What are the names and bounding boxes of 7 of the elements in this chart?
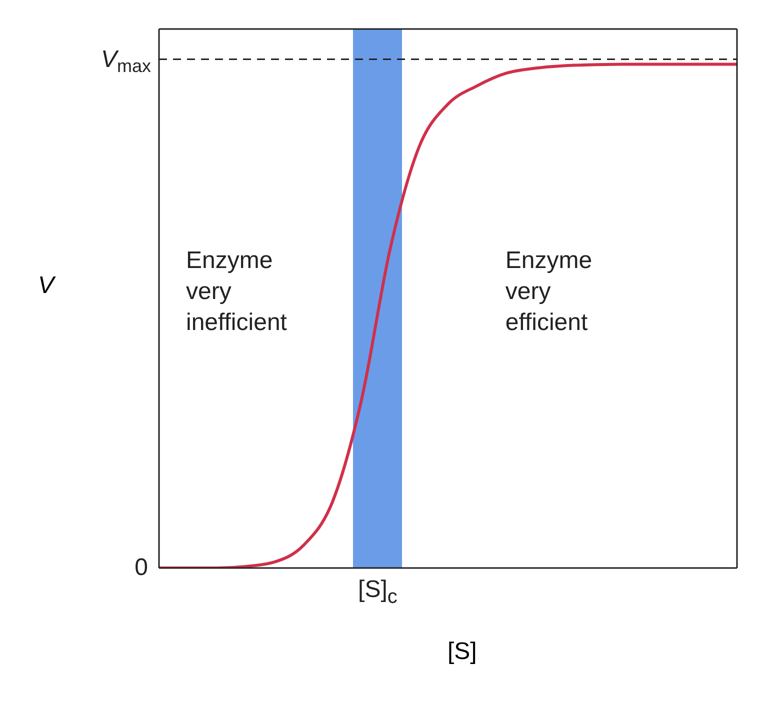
- text: 0: [134, 553, 148, 583]
- text: [S]$_{c}$: [357, 575, 398, 610]
- ref-line-label: V$_{max}$: [100, 46, 151, 77]
- annotation: Enzyme very inefficient: [186, 246, 287, 338]
- annotation: Enzyme very efficient: [505, 246, 592, 338]
- y-axis-title: V: [38, 272, 54, 300]
- x-axis-title: [S]: [448, 638, 477, 666]
